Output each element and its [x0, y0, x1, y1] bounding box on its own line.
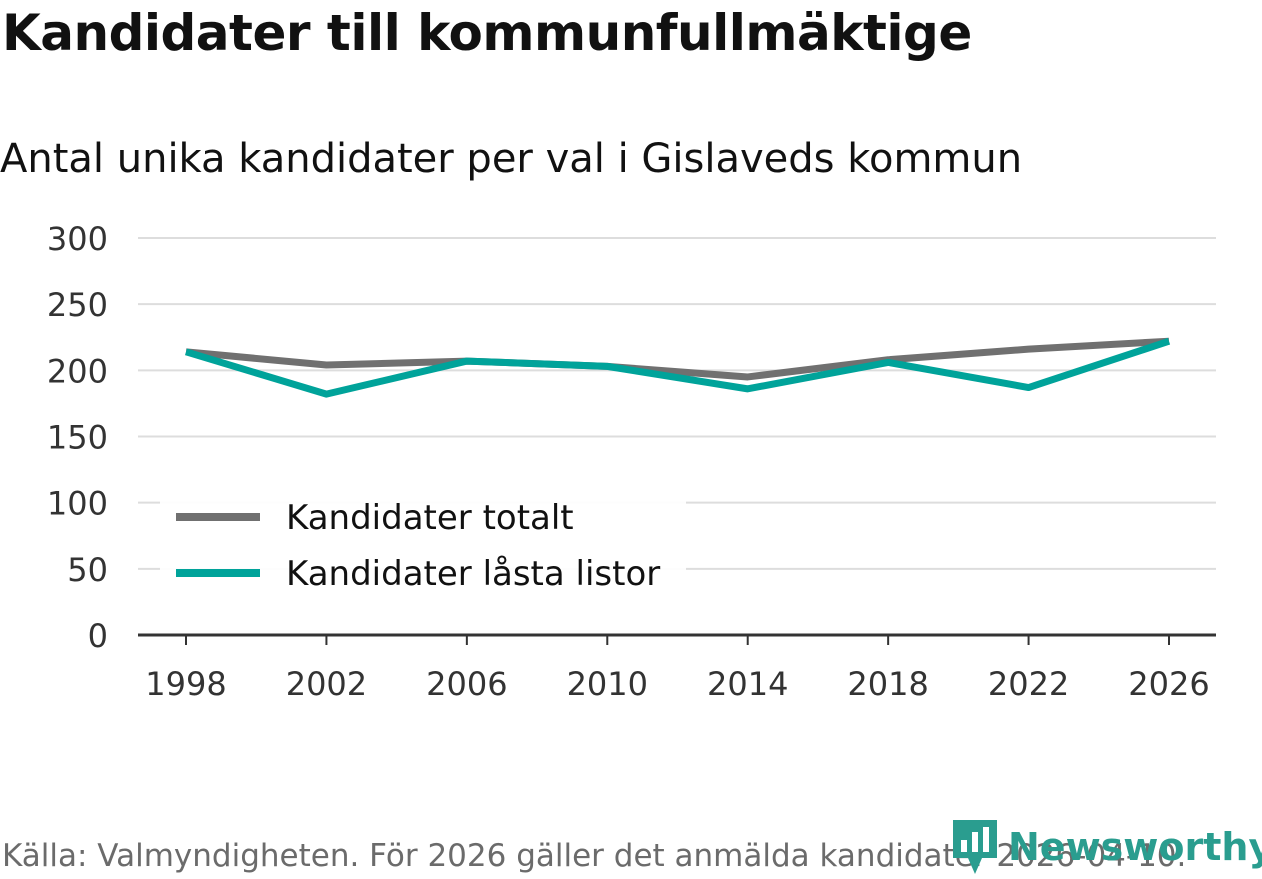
legend-background	[160, 494, 686, 598]
x-tick-label: 2026	[1128, 665, 1209, 703]
y-tick-label: 0	[88, 617, 108, 655]
x-tick-label: 2022	[988, 665, 1069, 703]
series-layer	[184, 337, 1171, 398]
tick-layer: 0 50 100 150 200 250 300 1998 2002 2006 2010 2014 20…	[47, 220, 1210, 703]
y-tick-label: 250	[47, 286, 108, 324]
legend-label: Kandidater totalt	[286, 498, 574, 538]
chart-subtitle: Antal unika kandidater per val i Gislave…	[0, 136, 1023, 182]
x-tick-label: 2018	[847, 665, 928, 703]
newsworthy-icon	[953, 820, 997, 874]
series-line-total	[185, 337, 1170, 381]
brand-logo: Newsworthy	[950, 818, 1262, 876]
legend-label: Kandidater låsta listor	[286, 554, 660, 594]
y-tick-label: 100	[47, 485, 108, 523]
y-tick-label: 50	[67, 551, 108, 589]
y-tick-label: 300	[47, 220, 108, 258]
x-tick-label: 2006	[426, 665, 507, 703]
series-line-locked	[184, 337, 1171, 398]
x-tick-label: 1998	[145, 665, 226, 703]
x-tick-label: 2014	[707, 665, 788, 703]
legend: Kandidater totalt Kandidater låsta listor	[160, 494, 686, 598]
y-tick-label: 200	[47, 352, 108, 390]
x-tick-label: 2010	[567, 665, 648, 703]
chart-title: Kandidater till kommunfullmäktige	[2, 4, 972, 62]
brand-name: Newsworthy	[1008, 825, 1262, 869]
y-tick-label: 150	[47, 419, 108, 457]
x-tick-label: 2002	[286, 665, 367, 703]
